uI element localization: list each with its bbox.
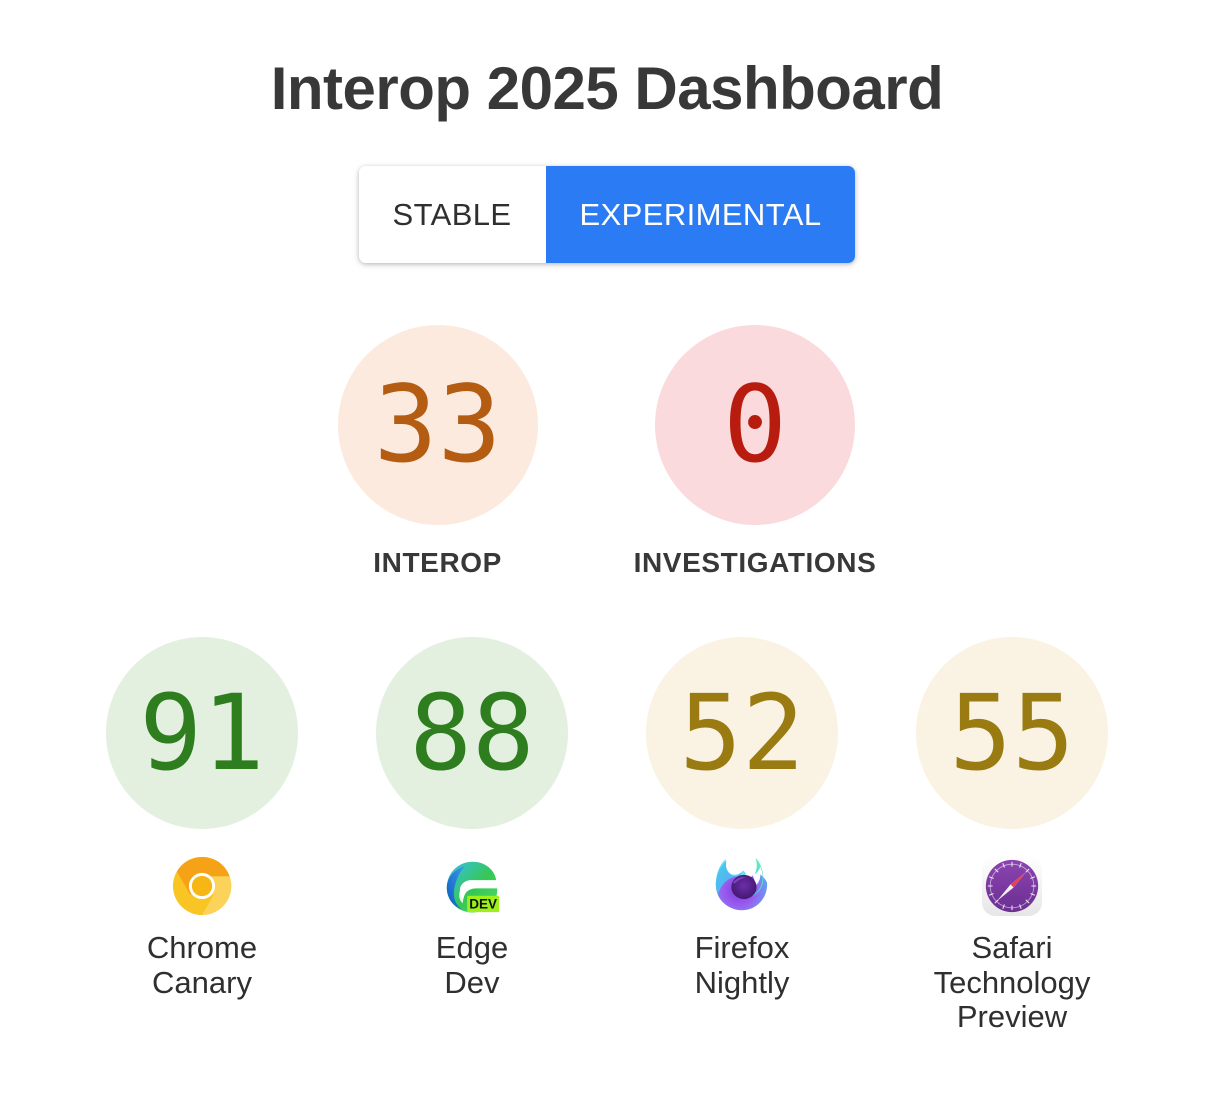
svg-text:DEV: DEV xyxy=(469,896,497,911)
browser-name-line2: Canary xyxy=(152,964,252,1000)
chrome-canary-score-value: 91 xyxy=(139,672,265,794)
browser-cell-safari-technology-preview[interactable]: 55 xyxy=(912,637,1112,1035)
investigations-score-value: 0 xyxy=(723,363,787,486)
tab-stable[interactable]: STABLE xyxy=(358,166,546,263)
chrome-canary-icon xyxy=(171,855,233,917)
safari-technology-preview-score-bubble: 55 xyxy=(916,637,1108,829)
edge-dev-score-value: 88 xyxy=(409,672,535,794)
safari-technology-preview-score-value: 55 xyxy=(949,672,1075,794)
tab-experimental[interactable]: EXPERIMENTAL xyxy=(545,166,856,263)
browser-cell-chrome-canary[interactable]: 91 Chrome Canary xyxy=(102,637,302,1000)
interop-score-bubble: 33 xyxy=(337,325,538,525)
interop-score-value: 33 xyxy=(373,363,502,486)
summary-stat-interop[interactable]: 33 INTEROP xyxy=(337,325,538,579)
investigations-score-bubble: 0 xyxy=(654,325,855,525)
segmented-control: STABLE EXPERIMENTAL xyxy=(358,166,856,263)
browser-name-line1: Safari xyxy=(971,930,1053,965)
chrome-canary-label: Chrome Canary xyxy=(146,930,258,1000)
firefox-nightly-score-bubble: 52 xyxy=(646,637,838,829)
chrome-canary-score-bubble: 91 xyxy=(106,637,298,829)
edge-dev-icon: DEV xyxy=(441,855,503,917)
interop-label: INTEROP xyxy=(373,547,502,578)
browser-scores-row: 91 Chrome Canary 88 xyxy=(0,637,1214,1035)
browser-cell-edge-dev[interactable]: 88 DEV xyxy=(372,637,572,1000)
browser-name-line2: Dev xyxy=(444,964,500,1000)
safari-technology-preview-icon xyxy=(981,855,1043,917)
browser-name-line1: Edge xyxy=(435,930,509,965)
safari-technology-preview-label: Safari Technology Preview xyxy=(933,930,1091,1035)
browser-cell-firefox-nightly[interactable]: 52 xyxy=(642,637,842,1000)
browser-name-line2: Technology xyxy=(933,964,1091,1000)
browser-name-line1: Firefox xyxy=(694,930,790,965)
firefox-nightly-label: Firefox Nightly xyxy=(694,930,790,1000)
view-toggle-group: STABLE EXPERIMENTAL xyxy=(0,166,1214,263)
summary-stats-row: 33 INTEROP 0 INVESTIGATIONS xyxy=(0,325,1214,579)
browser-name-line3: Preview xyxy=(956,999,1068,1035)
page-title: Interop 2025 Dashboard xyxy=(270,55,944,122)
browser-name-line1: Chrome xyxy=(146,930,258,965)
firefox-nightly-icon xyxy=(711,855,773,917)
edge-dev-label: Edge Dev xyxy=(435,930,509,1000)
summary-stat-investigations[interactable]: 0 INVESTIGATIONS xyxy=(634,325,877,579)
firefox-nightly-score-value: 52 xyxy=(679,672,805,794)
edge-dev-score-bubble: 88 xyxy=(376,637,568,829)
investigations-label: INVESTIGATIONS xyxy=(633,547,877,578)
browser-name-line2: Nightly xyxy=(694,964,790,1000)
